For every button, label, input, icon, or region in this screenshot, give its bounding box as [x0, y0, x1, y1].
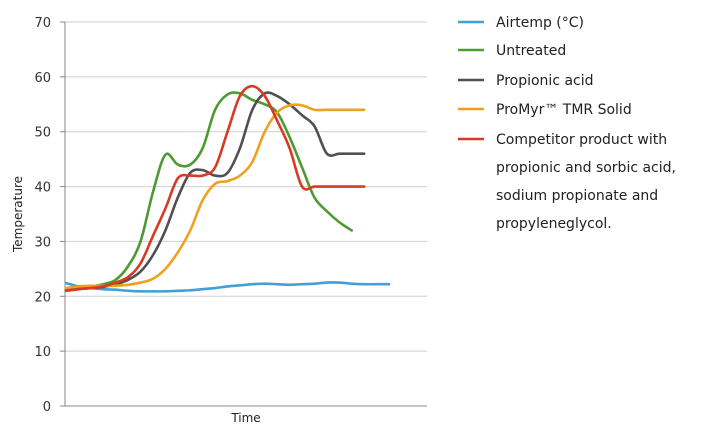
legend-label: Competitor product with propionic and sor… — [496, 132, 676, 232]
y-tick-label: 30 — [34, 235, 51, 250]
legend-label: ProMyr™ TMR Solid — [496, 102, 632, 118]
y-tick-label: 50 — [34, 126, 51, 141]
y-axis-title: Temperature — [11, 176, 25, 253]
x-axis-title: Time — [230, 411, 260, 425]
axes — [64, 22, 427, 407]
legend-item-airtemp: Airtemp (°C) — [458, 15, 584, 31]
series-line-airtemp — [64, 281, 391, 293]
series-line-propionic-acid — [64, 91, 366, 291]
y-tick-label: 10 — [34, 345, 51, 360]
legend-label: Untreated — [496, 43, 566, 59]
gridlines — [65, 21, 427, 352]
series-lines — [64, 84, 391, 293]
legend-item-propionic-acid: Propionic acid — [458, 73, 594, 89]
y-tick-label: 0 — [43, 400, 51, 415]
series-line-promyr-tmr-solid — [64, 103, 366, 290]
legend-item-competitor-product: Competitor product with propionic and sor… — [458, 132, 676, 232]
y-tick-label: 20 — [34, 290, 51, 305]
y-tick-label: 40 — [34, 181, 51, 196]
legend-label: Airtemp (°C) — [496, 15, 584, 31]
series-line-competitor-product — [64, 84, 366, 293]
legend-label: Propionic acid — [496, 73, 594, 89]
series-line-untreated — [64, 91, 354, 293]
legend-item-untreated: Untreated — [458, 43, 566, 59]
y-axis-ticks: 0 10 20 30 40 50 60 70 — [34, 16, 65, 415]
legend-item-promyr-tmr-solid: ProMyr™ TMR Solid — [458, 102, 632, 118]
y-tick-label: 70 — [34, 16, 51, 31]
y-tick-label: 60 — [34, 71, 51, 86]
legend: Airtemp (°C) Untreated Propionic acid ProMy… — [458, 15, 676, 232]
